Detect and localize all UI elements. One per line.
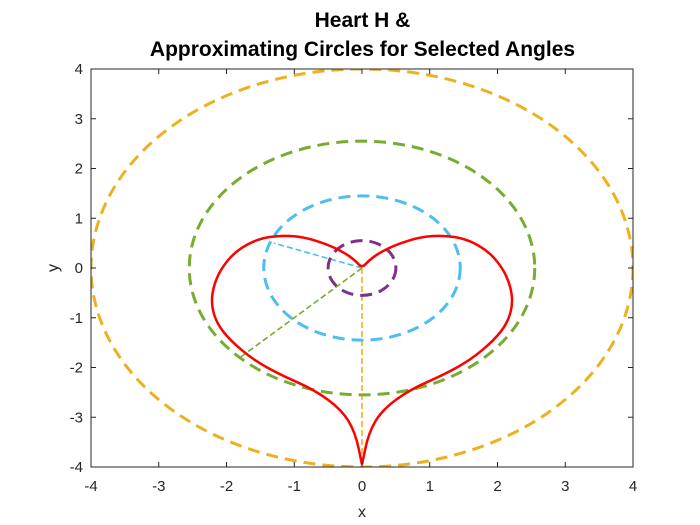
x-tick-label: -4	[84, 478, 97, 495]
x-tick-label: -2	[220, 478, 233, 495]
axes-layer: -4 -3 -2 -1 0 1 2 3 4 -4 -3 -2 -1 0 1 2 3 4	[70, 61, 638, 495]
x-axis-label: x	[358, 504, 366, 521]
y-tick-label: -3	[70, 409, 83, 426]
marks-layer	[91, 69, 633, 467]
x-tick-label: -3	[152, 478, 165, 495]
approx-circle-3	[262, 194, 462, 342]
y-tick-label: -4	[70, 459, 83, 476]
radius-line-3	[273, 242, 363, 269]
chart-title-line-2: Approximating Circles for Selected Angle…	[149, 38, 576, 61]
x-tick-label: 4	[629, 478, 637, 495]
y-axis-label: y	[45, 264, 62, 272]
x-tick-label: -1	[288, 478, 301, 495]
y-tick-label: 3	[75, 111, 83, 128]
y-tick-label: -2	[70, 360, 83, 377]
heart-curve	[210, 234, 514, 465]
chart-title: Heart H & Approximating Circles for Sele…	[0, 6, 700, 64]
approx-circle-4	[326, 239, 398, 297]
y-tick-label: 1	[75, 210, 83, 227]
x-tick-label: 1	[426, 478, 434, 495]
y-tick-label: 0	[75, 260, 83, 277]
x-tick-label: 0	[358, 478, 366, 495]
approx-circle-2	[187, 139, 537, 397]
x-tick-label: 2	[493, 478, 501, 495]
radius-line-2	[239, 267, 363, 359]
y-tick-label: 4	[75, 61, 83, 78]
y-tick-label: -1	[70, 310, 83, 327]
chart-title-line-1: Heart H &	[314, 9, 411, 32]
y-tick-label: 2	[75, 161, 83, 178]
x-tick-label: 3	[561, 478, 569, 495]
